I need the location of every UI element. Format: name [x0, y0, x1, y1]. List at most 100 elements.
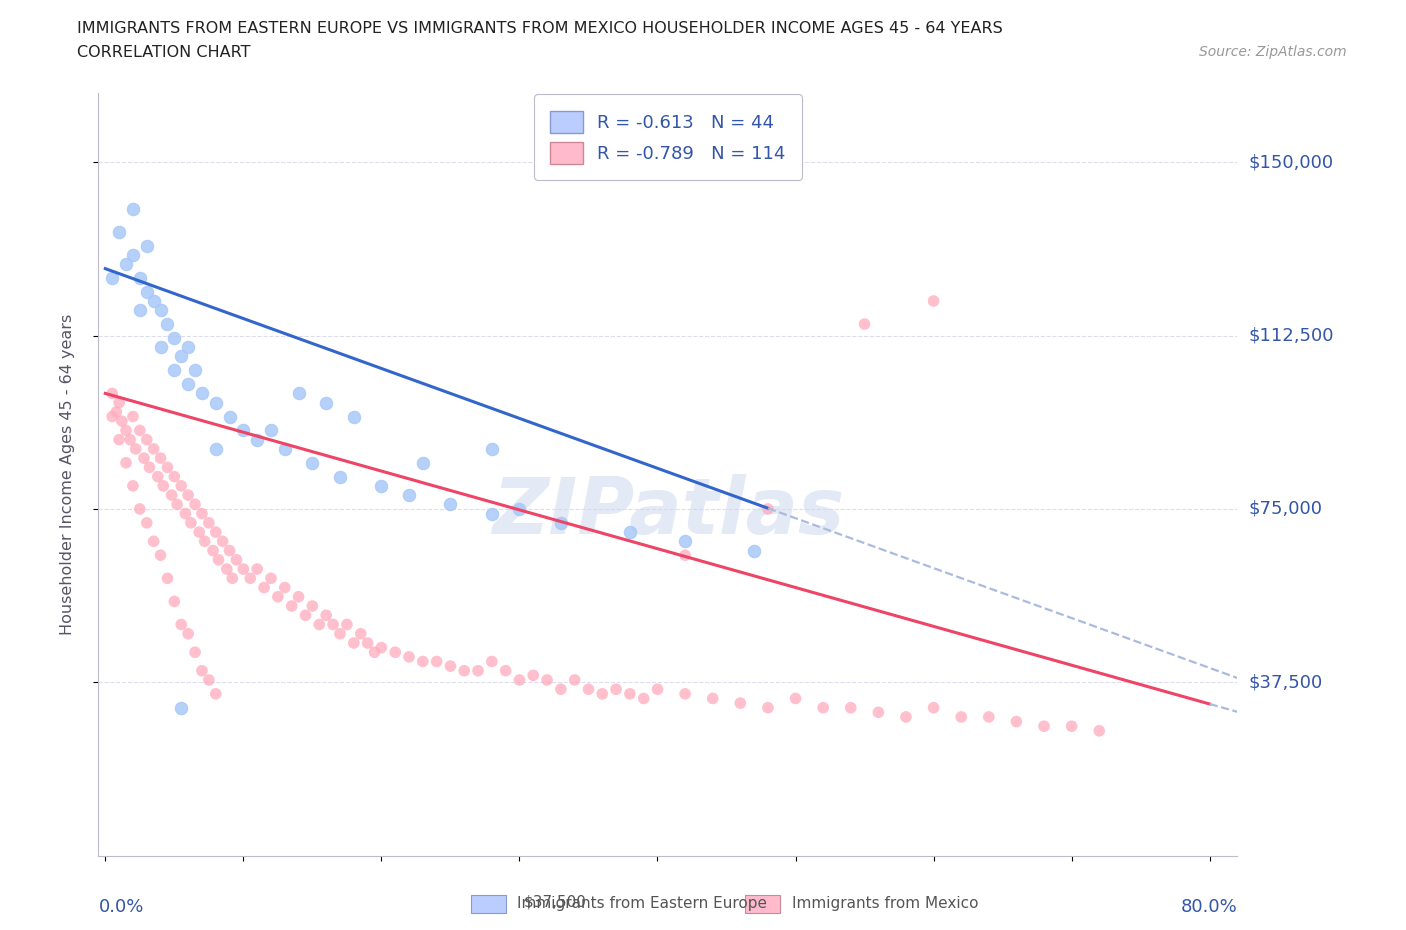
Point	[343, 409, 366, 424]
Point	[239, 571, 262, 586]
Point	[218, 409, 240, 424]
Point	[122, 201, 145, 216]
Point	[922, 294, 945, 309]
Point	[128, 501, 150, 516]
Point	[853, 316, 876, 331]
Point	[336, 618, 359, 632]
Text: CORRELATION CHART: CORRELATION CHART	[77, 45, 250, 60]
Point	[122, 409, 145, 424]
Point	[742, 543, 765, 558]
Point	[384, 644, 406, 659]
Point	[194, 534, 217, 549]
Point	[163, 469, 186, 484]
Point	[1005, 714, 1028, 729]
Point	[370, 478, 392, 493]
Point	[142, 294, 165, 309]
Point	[673, 534, 696, 549]
Point	[811, 700, 834, 715]
Point	[322, 618, 344, 632]
Point	[218, 543, 240, 558]
Point	[180, 515, 202, 530]
Point	[1060, 719, 1083, 734]
Point	[591, 686, 613, 701]
Point	[453, 663, 475, 678]
Point	[184, 644, 207, 659]
Point	[868, 705, 890, 720]
Point	[730, 696, 752, 711]
Point	[370, 640, 392, 655]
Point	[495, 663, 517, 678]
Point	[163, 363, 186, 378]
Point	[128, 423, 150, 438]
Point	[149, 548, 172, 563]
Point	[481, 442, 503, 457]
Point	[170, 349, 193, 364]
Bar	[745, 895, 780, 913]
Text: $75,000: $75,000	[1249, 500, 1323, 518]
Point	[633, 691, 655, 706]
Point	[839, 700, 862, 715]
Point	[221, 571, 243, 586]
Point	[184, 363, 207, 378]
Point	[177, 626, 200, 641]
Point	[1088, 724, 1111, 738]
Point	[128, 303, 150, 318]
Point	[315, 395, 337, 410]
Text: $37,500: $37,500	[524, 895, 586, 910]
Point	[166, 497, 188, 512]
Point	[108, 395, 131, 410]
Point	[894, 710, 917, 724]
Point	[619, 525, 641, 539]
Point	[702, 691, 724, 706]
Point	[149, 303, 172, 318]
Point	[163, 330, 186, 345]
Point	[170, 618, 193, 632]
Point	[204, 525, 226, 539]
Point	[977, 710, 1000, 724]
Point	[215, 562, 238, 577]
Point	[135, 285, 157, 299]
Point	[363, 644, 385, 659]
Point	[398, 487, 420, 502]
Point	[225, 552, 247, 567]
Point	[156, 460, 179, 475]
Point	[522, 668, 544, 683]
Point	[246, 562, 269, 577]
Point	[111, 414, 134, 429]
Point	[673, 548, 696, 563]
Point	[204, 686, 226, 701]
Point	[481, 506, 503, 521]
Point	[204, 395, 226, 410]
Point	[578, 682, 600, 697]
Point	[177, 487, 200, 502]
Point	[198, 672, 221, 687]
Point	[329, 469, 352, 484]
Point	[301, 456, 323, 471]
Point	[115, 456, 138, 471]
Point	[412, 456, 434, 471]
Point	[294, 608, 316, 623]
Point	[287, 590, 309, 604]
Point	[1033, 719, 1056, 734]
Point	[191, 663, 214, 678]
Text: IMMIGRANTS FROM EASTERN EUROPE VS IMMIGRANTS FROM MEXICO HOUSEHOLDER INCOME AGES: IMMIGRANTS FROM EASTERN EUROPE VS IMMIGR…	[77, 21, 1002, 36]
Point	[785, 691, 807, 706]
Point	[101, 409, 124, 424]
Point	[156, 571, 179, 586]
Point	[350, 626, 373, 641]
Point	[950, 710, 973, 724]
Point	[156, 316, 179, 331]
Point	[149, 339, 172, 354]
Y-axis label: Householder Income Ages 45 - 64 years: Householder Income Ages 45 - 64 years	[60, 313, 75, 635]
Point	[138, 460, 160, 475]
Point	[120, 432, 142, 447]
Point	[673, 686, 696, 701]
Point	[177, 339, 200, 354]
Point	[132, 451, 155, 466]
Point	[135, 515, 157, 530]
Point	[232, 423, 254, 438]
Point	[508, 501, 530, 516]
Point	[280, 599, 302, 614]
Point	[128, 271, 150, 286]
Point	[125, 442, 148, 457]
